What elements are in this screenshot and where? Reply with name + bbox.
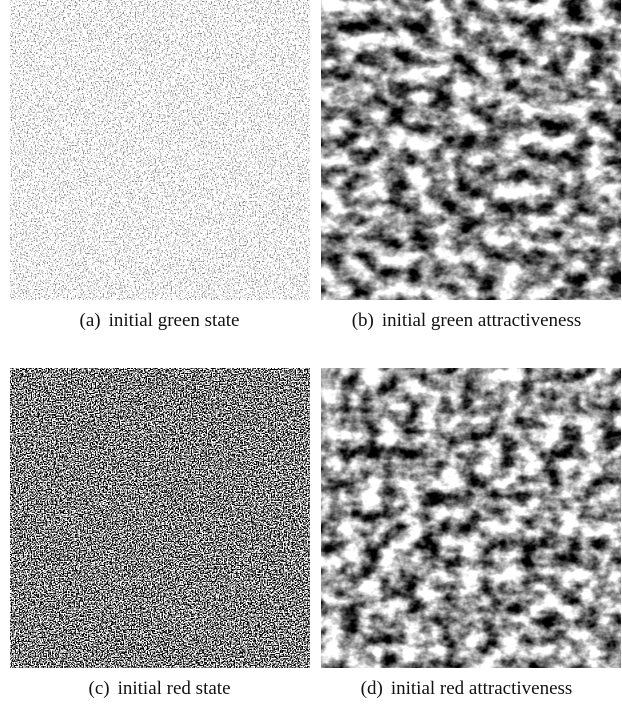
caption-label: (a) [80, 310, 101, 331]
green-attractiveness-image [321, 0, 621, 300]
figure: (a) initial green state (b) initial green … [0, 0, 622, 711]
caption-label: (b) [352, 310, 374, 331]
caption: (c) initial red state [4, 678, 315, 700]
caption-text: initial green state [109, 310, 240, 331]
caption-text: initial green attractiveness [382, 310, 581, 331]
caption-label: (d) [361, 678, 383, 699]
caption: (a) initial green state [4, 310, 315, 332]
red-attractiveness-image [321, 368, 621, 668]
caption-label: (c) [89, 678, 110, 699]
caption: (b) initial green attractiveness [311, 310, 622, 332]
caption-text: initial red state [118, 678, 231, 699]
caption-text: initial red attractiveness [391, 678, 572, 699]
green-state-image [10, 0, 310, 300]
red-state-image [10, 368, 310, 668]
caption: (d) initial red attractiveness [311, 678, 622, 700]
